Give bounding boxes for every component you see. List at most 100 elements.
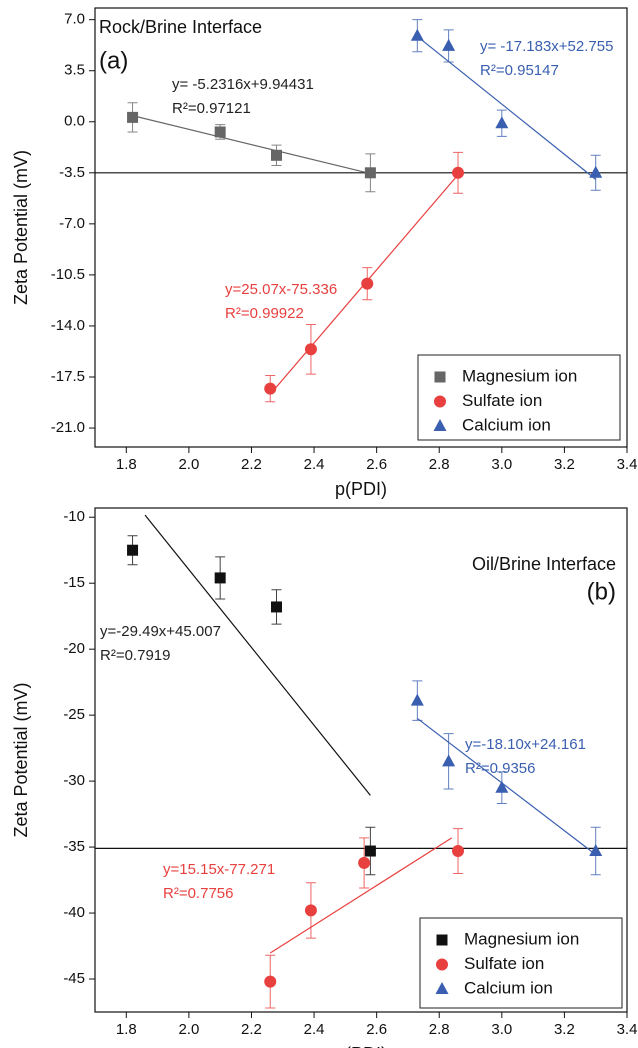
y-tick-label: 7.0 <box>64 11 85 28</box>
y-tick-label: -3.5 <box>59 164 85 181</box>
marker <box>361 277 374 290</box>
y-tick-label: 0.0 <box>64 113 85 130</box>
plot-frame <box>94 7 628 448</box>
marker <box>410 28 424 41</box>
legend-marker <box>433 419 447 431</box>
y-tick-label: -45 <box>63 970 85 987</box>
fit-annotation: y=-18.10x+24.161 <box>465 736 586 753</box>
x-tick-label: 2.2 <box>241 1021 262 1038</box>
y-tick-label: -17.5 <box>51 368 85 385</box>
marker <box>271 149 283 161</box>
y-axis-title: Zeta Potential (mV) <box>11 150 31 305</box>
fit-annotation: y=-29.49x+45.007 <box>100 623 221 640</box>
x-tick-label: 3.0 <box>491 456 512 473</box>
marker <box>364 845 376 857</box>
y-tick-label: -14.0 <box>51 317 85 334</box>
y-tick-label: -15 <box>63 574 85 591</box>
fit-annotation: R²=0.95147 <box>480 62 559 79</box>
legend-marker <box>434 395 446 408</box>
marker <box>410 693 424 706</box>
plot-frame <box>94 507 628 1013</box>
fit-line <box>269 837 453 954</box>
marker <box>452 845 465 858</box>
fit-line <box>416 717 597 856</box>
marker <box>214 126 226 138</box>
fit-line <box>416 35 597 180</box>
x-tick-label: 2.8 <box>429 456 450 473</box>
fit-annotation: R²=0.7919 <box>100 647 170 664</box>
x-tick-label: 2.2 <box>241 456 262 473</box>
marker <box>442 38 456 51</box>
x-tick-label: 2.6 <box>366 456 387 473</box>
panel-title: Oil/Brine Interface <box>472 554 616 574</box>
x-tick-label: 3.4 <box>617 456 638 473</box>
panel-title: Rock/Brine Interface <box>99 17 262 37</box>
y-axis-title: Zeta Potential (mV) <box>11 682 31 837</box>
fit-annotation: y=25.07x-75.336 <box>225 281 337 298</box>
y-tick-label: -25 <box>63 706 85 723</box>
panel-label: (b) <box>587 578 616 605</box>
x-tick-label: 2.0 <box>178 1021 199 1038</box>
y-tick-label: -21.0 <box>51 419 85 436</box>
legend-label: Sulfate ion <box>462 391 542 410</box>
legend-marker <box>434 371 446 383</box>
marker <box>589 844 603 857</box>
x-tick-label: 2.0 <box>178 456 199 473</box>
fit-annotation: R²=0.97121 <box>172 100 251 117</box>
marker <box>495 780 509 793</box>
legend-label: Calcium ion <box>464 978 553 997</box>
legend-box <box>419 917 623 1009</box>
fit-line <box>132 115 371 175</box>
fit-line <box>144 514 371 796</box>
marker <box>495 116 509 129</box>
y-tick-label: 3.5 <box>64 62 85 79</box>
x-tick-label: 2.8 <box>429 1021 450 1038</box>
marker <box>264 382 277 395</box>
legend-marker <box>436 934 448 946</box>
legend-marker <box>436 958 448 971</box>
x-tick-label: 2.4 <box>304 456 325 473</box>
x-tick-label: 2.6 <box>366 1021 387 1038</box>
marker <box>264 975 277 988</box>
fit-annotation: R²=0.99922 <box>225 305 304 322</box>
y-tick-label: -10.5 <box>51 266 85 283</box>
marker <box>127 111 139 123</box>
fit-annotation: y=15.15x-77.271 <box>163 861 275 878</box>
x-tick-label: 2.4 <box>304 1021 325 1038</box>
legend-marker <box>435 982 449 994</box>
fit-annotation: y= -17.183x+52.755 <box>480 38 613 55</box>
marker <box>304 343 317 356</box>
x-axis-title: p(PDI) <box>335 479 387 499</box>
y-tick-label: -30 <box>63 772 85 789</box>
x-tick-label: 3.2 <box>554 1021 575 1038</box>
legend-label: Calcium ion <box>462 415 551 434</box>
y-tick-label: -40 <box>63 904 85 921</box>
panel-label: (a) <box>99 47 128 74</box>
marker <box>214 572 226 584</box>
x-tick-label: 3.4 <box>617 1021 638 1038</box>
marker <box>442 754 456 767</box>
marker <box>452 166 465 179</box>
legend-label: Sulfate ion <box>464 954 544 973</box>
legend-label: Magnesium ion <box>462 366 577 385</box>
fit-annotation: y= -5.2316x+9.94431 <box>172 76 314 93</box>
x-tick-label: 1.8 <box>116 1021 137 1038</box>
x-axis-title: p(PDI) <box>335 1044 387 1048</box>
marker <box>271 601 283 613</box>
y-tick-label: -20 <box>63 640 85 657</box>
marker <box>127 544 139 556</box>
fit-annotation: R²=0.9356 <box>465 760 535 777</box>
marker <box>364 167 376 179</box>
marker <box>358 856 371 869</box>
y-tick-label: -7.0 <box>59 215 85 232</box>
legend-box <box>417 354 621 441</box>
y-tick-label: -35 <box>63 838 85 855</box>
x-tick-label: 3.0 <box>491 1021 512 1038</box>
marker <box>589 165 603 178</box>
x-tick-label: 3.2 <box>554 456 575 473</box>
y-tick-label: -10 <box>63 508 85 525</box>
marker <box>304 904 317 917</box>
legend-label: Magnesium ion <box>464 929 579 948</box>
